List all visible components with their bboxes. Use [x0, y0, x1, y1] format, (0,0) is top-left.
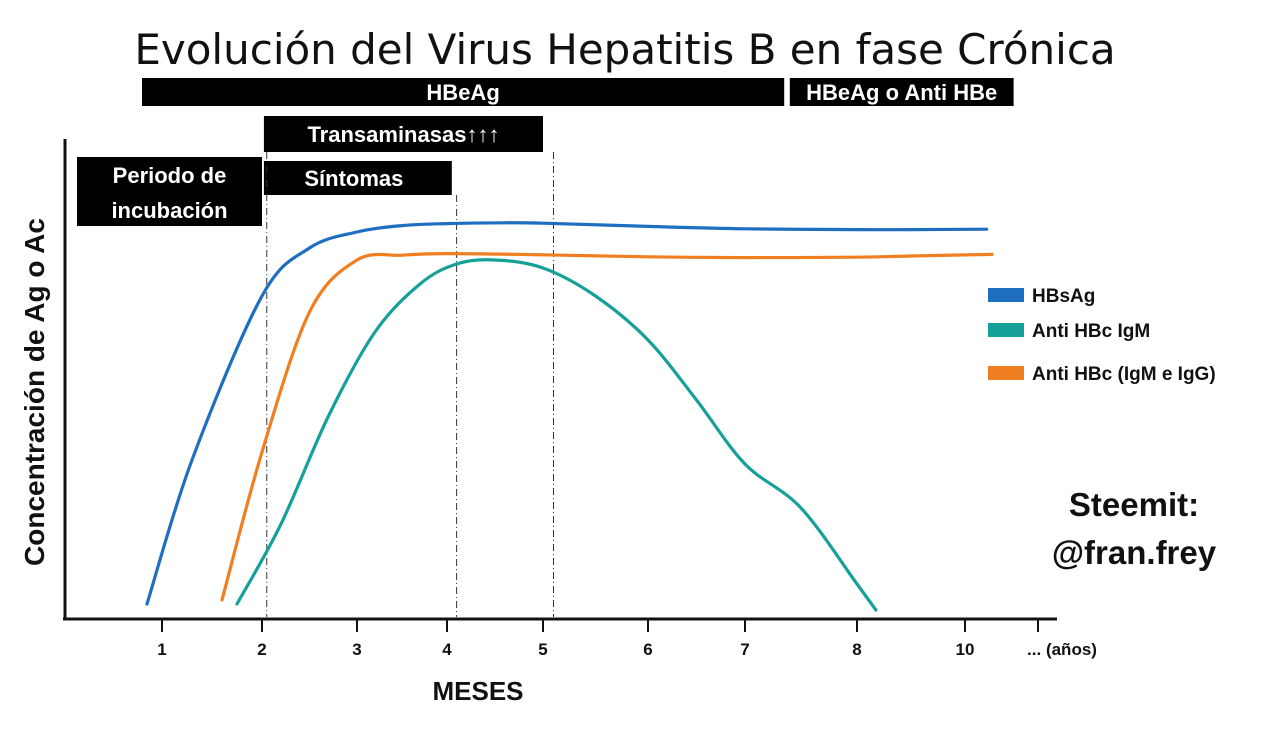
x-tick-label-2: 2 [257, 640, 266, 659]
chart-title: Evolución del Virus Hepatitis B en fase … [134, 25, 1115, 74]
y-axis-label: Concentración de Ag o Ac [19, 218, 50, 566]
series-line-hbsag [145, 221, 989, 606]
x-tick-label-4: 4 [442, 640, 452, 659]
band-periodo-de-incubación [77, 157, 262, 226]
band-label-periodo-de-incubación-1: incubación [111, 198, 227, 223]
legend-swatch-anti-hbc-igm [988, 323, 1024, 337]
x-tick-label-6: 6 [643, 640, 652, 659]
legend-label-anti-hbc-igm-e-igg: Anti HBc (IgM e IgG) [1032, 364, 1216, 385]
x-axis-label: MESES [432, 676, 523, 706]
series-lines [145, 221, 994, 612]
band-hbeag [142, 78, 785, 106]
band-transaminasas [263, 116, 543, 152]
x-tail-label: ... (años) [1027, 640, 1097, 659]
series-line-anti-hbc-igm [235, 258, 878, 612]
legend: HBsAg Anti HBc IgM Anti HBc (IgM e IgG) [988, 286, 1216, 385]
x-tick-label-1: 1 [157, 640, 166, 659]
x-ticks: 1 2 3 4 5 6 7 8 10 ... (años) [157, 619, 1097, 659]
legend-label-hbsag: HBsAg [1032, 286, 1095, 307]
band-label-hbeag: HBeAg [426, 80, 499, 105]
credit-line-1: Steemit: [1069, 486, 1199, 523]
credit-line-2: @fran.frey [1052, 534, 1217, 571]
legend-label-anti-hbc-igm: Anti HBc IgM [1032, 321, 1150, 342]
phase-bands: HBeAg HBeAg o Anti HBe Transaminasas↑↑↑ Sín… [77, 78, 1014, 226]
legend-swatch-hbsag [988, 288, 1024, 302]
band-label-transaminasas: Transaminasas↑↑↑ [307, 122, 499, 147]
x-tick-label-3: 3 [352, 640, 361, 659]
band-label-hbeag-o-anti-hbe: HBeAg o Anti HBe [806, 80, 997, 105]
series-line-anti-hbc-igm-e-igg [220, 251, 994, 602]
x-tick-label-7: 7 [740, 640, 749, 659]
legend-swatch-anti-hbc-igm-e-igg [988, 366, 1024, 380]
x-tick-label-10: 10 [956, 640, 975, 659]
x-tick-label-5: 5 [538, 640, 547, 659]
band-hbeag-o-anti-hbe [789, 78, 1014, 106]
band-síntomas [263, 161, 452, 195]
x-tick-label-8: 8 [852, 640, 861, 659]
band-label-periodo-de-incubación-0: Periodo de [113, 163, 227, 188]
band-label-síntomas: Síntomas [304, 166, 403, 191]
